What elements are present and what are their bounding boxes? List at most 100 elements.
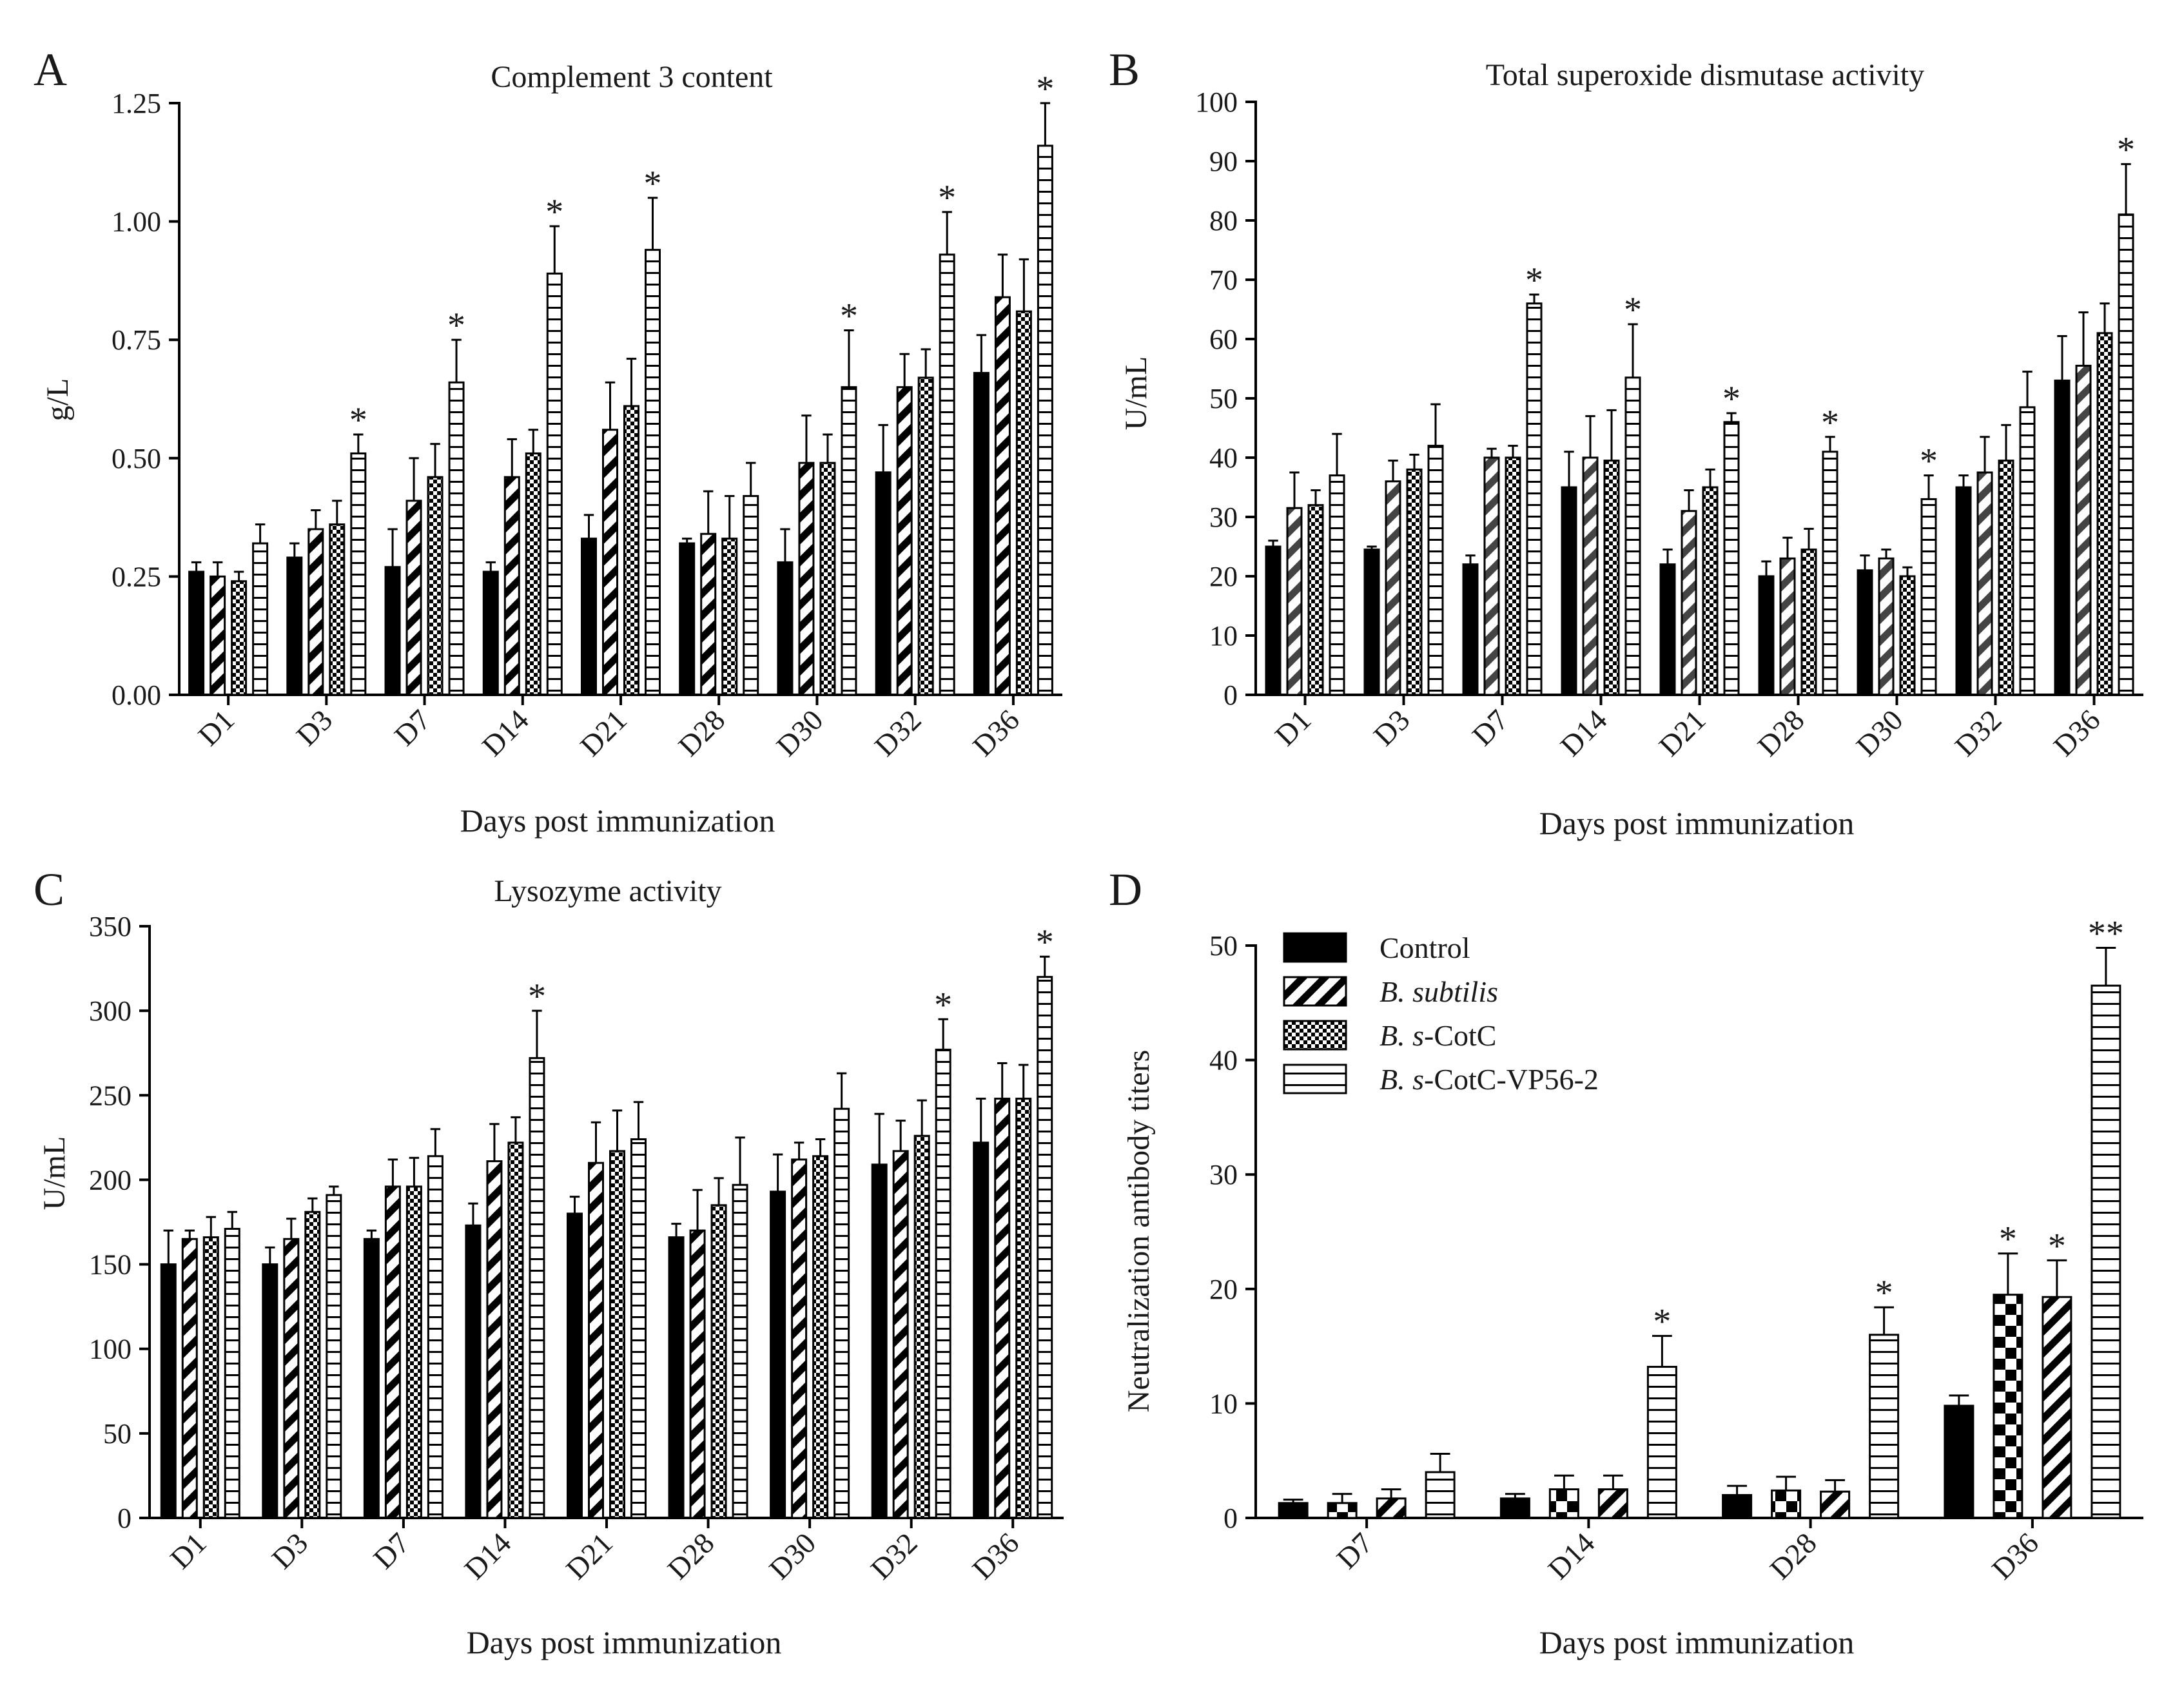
bar [994, 296, 1011, 696]
x-tick-label: D14 [476, 703, 535, 763]
bar [1376, 1497, 1407, 1519]
bar [1363, 549, 1380, 696]
significance-marker: * [1722, 379, 1740, 419]
significance-marker: * [447, 306, 465, 345]
bar [482, 570, 499, 696]
significance-marker: * [2048, 1226, 2066, 1266]
bar [1307, 504, 1324, 696]
bar [1327, 1502, 1358, 1519]
bar [581, 538, 597, 696]
legend-item: B. subtilis [1283, 975, 1498, 1008]
legend-swatch [1283, 1064, 1347, 1094]
bar [2054, 379, 2071, 696]
legend-label: B. s-CotC-VP56-2 [1380, 1063, 1599, 1096]
bar [1899, 575, 1916, 696]
x-tick-label: D28 [672, 703, 731, 763]
bar [1015, 1098, 1032, 1519]
bar [1526, 302, 1543, 696]
bar [1857, 569, 1873, 696]
bar [384, 1185, 401, 1519]
bar [188, 570, 205, 696]
y-tick-label: 20 [1209, 561, 1238, 592]
chart-title: Complement 3 content [491, 60, 773, 94]
bar [1976, 471, 1993, 696]
y-tick-label: 40 [1209, 442, 1238, 474]
bar [812, 1155, 829, 1519]
chart-title: Lysozyme activity [494, 874, 721, 908]
y-tick-label: 60 [1209, 324, 1238, 355]
legend-label: Control [1380, 931, 1470, 964]
bar [1624, 376, 1641, 696]
significance-marker: * [1653, 1302, 1671, 1342]
y-tick-label: 40 [1209, 1045, 1238, 1076]
bar [486, 1160, 503, 1519]
bar [721, 538, 738, 696]
y-tick-label: 1.25 [112, 88, 161, 119]
x-tick-label: D7 [1466, 703, 1515, 752]
bar [503, 476, 520, 696]
bar [791, 1158, 808, 1519]
bar [1722, 1493, 1753, 1519]
bar [1646, 1366, 1677, 1519]
y-tick-label: 10 [1209, 620, 1238, 652]
bar [743, 495, 759, 696]
significance-marker: * [1624, 290, 1642, 330]
bar [700, 532, 717, 696]
bar [630, 1138, 647, 1519]
x-tick-label: D36 [2047, 703, 2106, 763]
y-axis-label: U/mL [1119, 356, 1153, 431]
panel-letter: D [1109, 864, 1142, 915]
bar [1505, 456, 1521, 696]
bar [623, 405, 639, 696]
bar [819, 462, 836, 696]
bar [1037, 144, 1053, 696]
significance-marker: * [840, 296, 858, 336]
bar [973, 372, 990, 696]
bar [710, 1204, 727, 1519]
bar [363, 1238, 380, 1519]
bar [529, 1057, 545, 1519]
significance-marker: ** [2088, 914, 2124, 954]
y-tick-label: 0.00 [112, 679, 161, 711]
panel-d: D Neutralization antibody titers Days po… [1109, 864, 2143, 1660]
bar [307, 528, 324, 696]
bar [427, 1155, 444, 1519]
bar [1878, 557, 1895, 696]
y-axis-label: g/L [41, 378, 75, 422]
x-tick-label: D3 [266, 1526, 315, 1575]
y-tick-label: 150 [89, 1249, 132, 1281]
bar [210, 575, 226, 696]
bar [875, 471, 892, 696]
bar [1582, 456, 1599, 696]
x-tick-label: D21 [1652, 703, 1711, 763]
bar [913, 1134, 930, 1519]
significance-marker: * [1821, 403, 1839, 443]
bar [1955, 486, 1972, 696]
bar [231, 580, 248, 696]
x-tick-label: D30 [763, 1526, 822, 1586]
x-axis-label: Days post immunization [1539, 1624, 1855, 1660]
bar [283, 1238, 300, 1519]
y-tick-label: 100 [1195, 86, 1238, 118]
x-tick-label: D21 [574, 703, 633, 763]
significance-marker: * [1875, 1273, 1893, 1313]
bar [2019, 406, 2036, 696]
y-axis-label: Neutralization antibody titers [1122, 1050, 1156, 1413]
y-tick-label: 200 [89, 1164, 132, 1196]
bar [609, 1150, 625, 1519]
y-tick-label: 50 [103, 1418, 132, 1450]
significance-marker: * [1036, 69, 1054, 109]
bar [871, 1163, 888, 1519]
x-tick-label: D1 [191, 703, 240, 752]
y-tick-label: 0 [117, 1502, 132, 1534]
bar [350, 452, 367, 696]
bar [1920, 498, 1937, 696]
x-tick-label: D7 [388, 703, 437, 752]
bar [1944, 1404, 1974, 1519]
chart-title: Total superoxide dismutase activity [1486, 58, 1924, 92]
bar [384, 566, 401, 696]
legend-label-italic: B. subtilis [1380, 975, 1498, 1008]
bar [935, 1048, 951, 1519]
